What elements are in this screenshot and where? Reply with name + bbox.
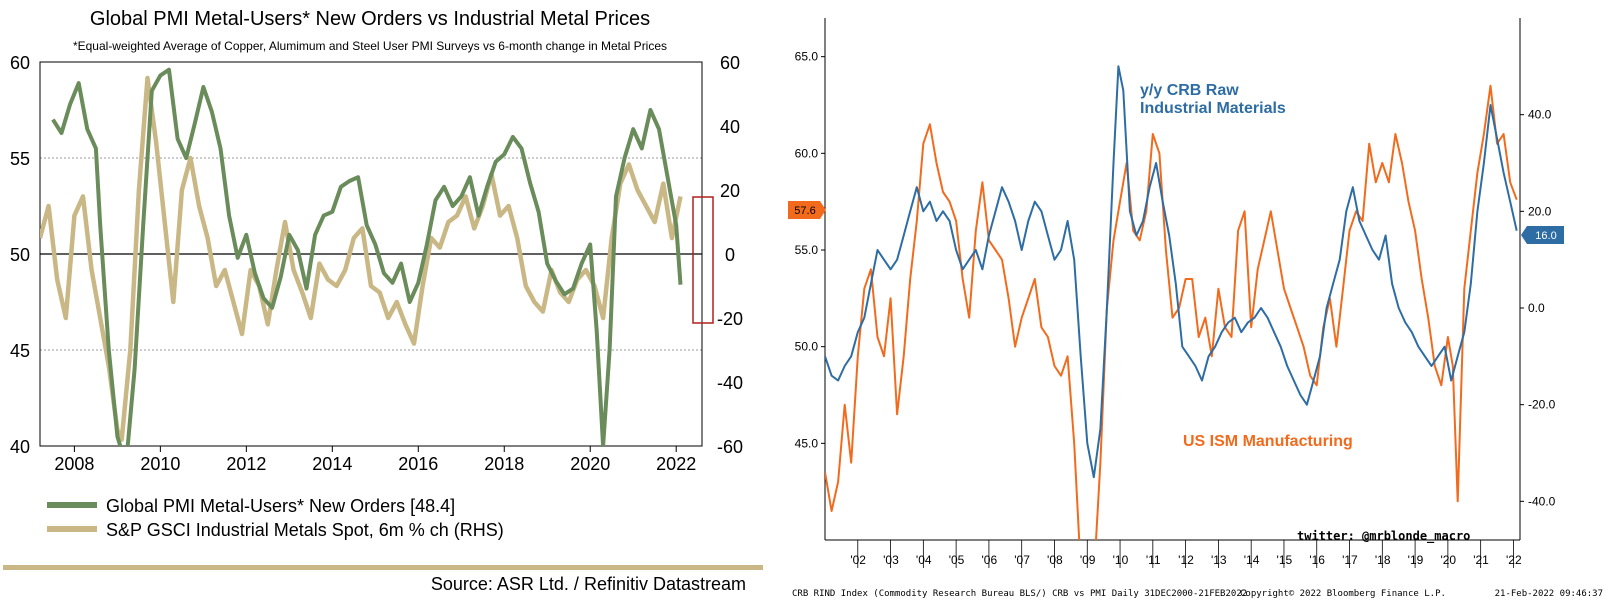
x-tick-label: '15 — [1277, 553, 1293, 567]
y-right-tick-label: -40.0 — [1528, 494, 1556, 508]
x-tick-label: '03 — [883, 553, 899, 567]
x-tick-label: '18 — [1375, 553, 1391, 567]
x-tick-label: '09 — [1080, 553, 1096, 567]
x-tick-label: '16 — [1309, 553, 1325, 567]
y-left-tick-label: 40 — [10, 437, 30, 457]
left-source: Source: ASR Ltd. / Refinitiv Datastream — [431, 574, 746, 594]
x-tick-label: '22 — [1506, 553, 1522, 567]
series-line-ism — [825, 84, 1518, 540]
right-axes: 65.0 60.0 55.0 50.0 45.0 40.0 20.0 0.0 -20.0 -40.… — [795, 18, 1556, 568]
y-left-tick-label: 60.0 — [795, 146, 819, 160]
y-right-tick-label: 60 — [720, 53, 740, 73]
highlight-box — [692, 196, 714, 324]
twitter-handle: twitter: @mrblonde_macro — [1297, 529, 1470, 544]
y-right-tick-label: 20.0 — [1528, 204, 1552, 218]
x-tick-label: '04 — [916, 553, 932, 567]
y-left-tick-label: 50 — [10, 245, 30, 265]
y-right-tick-label: -20 — [717, 309, 743, 329]
x-tick-label: '10 — [1113, 553, 1129, 567]
y-right-tick-label: 40.0 — [1528, 108, 1552, 122]
right-chart-panel: 65.0 60.0 55.0 50.0 45.0 40.0 20.0 0.0 -20.0 -40.… — [775, 0, 1610, 611]
legend-label-pmi: Global PMI Metal-Users* New Orders [48.4… — [106, 496, 455, 516]
y-right-tick-label: 0 — [725, 245, 735, 265]
y-left-tick-label: 45 — [10, 341, 30, 361]
x-tick-label: '06 — [981, 553, 997, 567]
label-crb-line2: Industrial Materials — [1140, 100, 1286, 117]
x-tick-label: 2008 — [54, 454, 94, 474]
right-chart: 65.0 60.0 55.0 50.0 45.0 40.0 20.0 0.0 -20.0 -40.… — [788, 18, 1603, 599]
left-legend: Global PMI Metal-Users* New Orders [48.4… — [47, 496, 504, 540]
x-tick-label: 2012 — [226, 454, 266, 474]
label-crb-line1: y/y CRB Raw — [1140, 82, 1239, 99]
label-ism: US ISM Manufacturing — [1183, 433, 1353, 450]
left-chart-title: Global PMI Metal-Users* New Orders vs In… — [90, 8, 650, 30]
x-tick-label: 2022 — [656, 454, 696, 474]
legend-label-gsci: S&P GSCI Industrial Metals Spot, 6m % ch… — [106, 520, 504, 540]
y-right-tick-label: -20.0 — [1528, 398, 1556, 412]
y-right-tick-label: 0.0 — [1528, 301, 1545, 315]
x-tick-label: '17 — [1342, 553, 1358, 567]
y-right-tick-label: 40 — [720, 117, 740, 137]
x-tick-label: '05 — [949, 553, 965, 567]
series-line-pmi — [51, 67, 683, 446]
x-tick-label: '07 — [1014, 553, 1030, 567]
badge-right: 16.0 — [1521, 226, 1564, 244]
y-left-tick-label: 50.0 — [795, 340, 819, 354]
y-right-tick-label: -40 — [717, 373, 743, 393]
x-tick-label: '11 — [1146, 553, 1161, 567]
x-tick-label: '08 — [1047, 553, 1063, 567]
left-chart-subtitle: *Equal-weighted Average of Copper, Alumi… — [73, 39, 667, 53]
x-tick-label: '21 — [1473, 553, 1489, 567]
left-axes: 60 55 50 45 40 60 40 20 0 -20 -40 -60 2008 2010 2012 20… — [10, 53, 743, 474]
right-series — [825, 65, 1518, 540]
x-tick-label: '13 — [1211, 553, 1227, 567]
y-left-tick-label: 60 — [10, 53, 30, 73]
x-tick-label: 2014 — [312, 454, 352, 474]
x-tick-label: '12 — [1178, 553, 1194, 567]
footer-left: CRB RIND Index (Commodity Research Burea… — [792, 589, 1247, 599]
x-tick-label: 2016 — [398, 454, 438, 474]
left-plot-frame — [39, 61, 703, 447]
x-tick-label: 2020 — [570, 454, 610, 474]
badge-left: 57.6 — [788, 201, 826, 219]
source-divider — [3, 565, 763, 570]
left-chart: Global PMI Metal-Users* New Orders vs In… — [3, 8, 763, 594]
left-series — [40, 67, 683, 446]
y-left-tick-label: 55.0 — [795, 243, 819, 257]
series-line-crb — [825, 65, 1518, 479]
x-tick-label: '19 — [1408, 553, 1424, 567]
y-right-tick-label: 20 — [720, 181, 740, 201]
badge-right-value: 16.0 — [1535, 230, 1556, 242]
footer-date: 21-Feb-2022 09:46:37 — [1495, 589, 1603, 599]
footer-copyright: Copyright© 2022 Bloomberg Finance L.P. — [1240, 589, 1446, 599]
y-left-tick-label: 45.0 — [795, 436, 819, 450]
x-tick-label: '14 — [1244, 553, 1260, 567]
x-tick-label: '20 — [1440, 553, 1456, 567]
badge-left-value: 57.6 — [794, 205, 815, 217]
x-tick-label: 2018 — [484, 454, 524, 474]
y-right-tick-label: -60 — [717, 437, 743, 457]
x-tick-label: 2010 — [140, 454, 180, 474]
y-left-tick-label: 65.0 — [795, 50, 819, 64]
left-chart-panel: Global PMI Metal-Users* New Orders vs In… — [0, 0, 770, 611]
y-left-tick-label: 55 — [10, 149, 30, 169]
x-tick-label: '02 — [850, 553, 866, 567]
